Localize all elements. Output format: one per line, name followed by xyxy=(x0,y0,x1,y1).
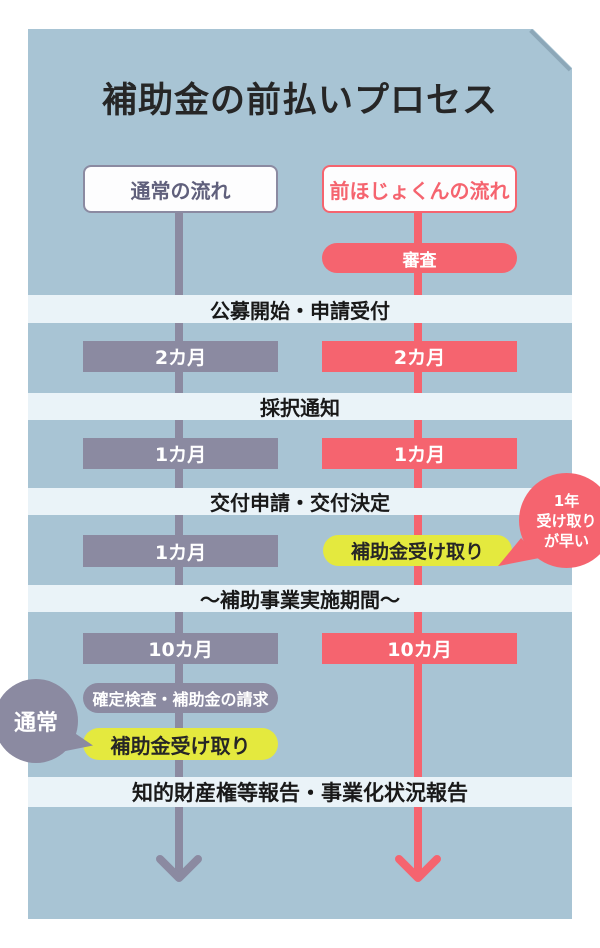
duration-bar-normal-3: 1カ月 xyxy=(83,535,278,567)
page-title: 補助金の前払いプロセス xyxy=(101,80,498,121)
card: 補助金の前払いプロセス 通常の流れ 前ほじょくんの流れ 審査 公募開始・申請受付… xyxy=(28,29,572,919)
milestone-band-grant-decision: 交付申請・交付決定 xyxy=(28,488,572,515)
duration-bar-maehojo-3: 10カ月 xyxy=(322,633,517,664)
duration-bar-normal-1: 2カ月 xyxy=(83,341,278,372)
callout-normal-bubble: 通常 xyxy=(0,679,78,763)
fast-bubble-line2: 受け取り xyxy=(536,511,597,530)
folded-corner xyxy=(529,29,572,72)
callout-fast-bubble: 1年 受け取り が早い xyxy=(519,473,600,568)
fast-bubble-line3: が早い xyxy=(543,531,589,550)
milestone-band-adoption: 採択通知 xyxy=(28,393,572,420)
flow-arrow-maehojo-icon xyxy=(395,855,441,882)
flow-header-maehojo: 前ほじょくんの流れ xyxy=(322,165,517,213)
milestone-band-project-period: ～補助事業実施期間～ xyxy=(28,585,572,612)
milestone-band-reports: 知的財産権等報告・事業化状況報告 xyxy=(28,777,572,807)
screening-pill: 審査 xyxy=(322,243,517,273)
receipt-pill-normal: 補助金受け取り xyxy=(83,728,278,760)
milestone-band-application: 公募開始・申請受付 xyxy=(28,295,572,323)
duration-bar-normal-2: 1カ月 xyxy=(83,438,278,469)
duration-bar-maehojo-2: 1カ月 xyxy=(322,438,517,469)
duration-bar-maehojo-1: 2カ月 xyxy=(322,341,517,372)
receipt-pill-maehojo: 補助金受け取り xyxy=(323,535,512,566)
fast-bubble-line1: 1年 xyxy=(553,491,580,510)
claim-pill: 確定検査・補助金の請求 xyxy=(83,683,278,713)
duration-bar-normal-4: 10カ月 xyxy=(83,633,278,664)
flow-arrow-normal-icon xyxy=(156,855,202,882)
normal-bubble-label: 通常 xyxy=(13,711,58,736)
flow-header-normal: 通常の流れ xyxy=(83,165,278,213)
